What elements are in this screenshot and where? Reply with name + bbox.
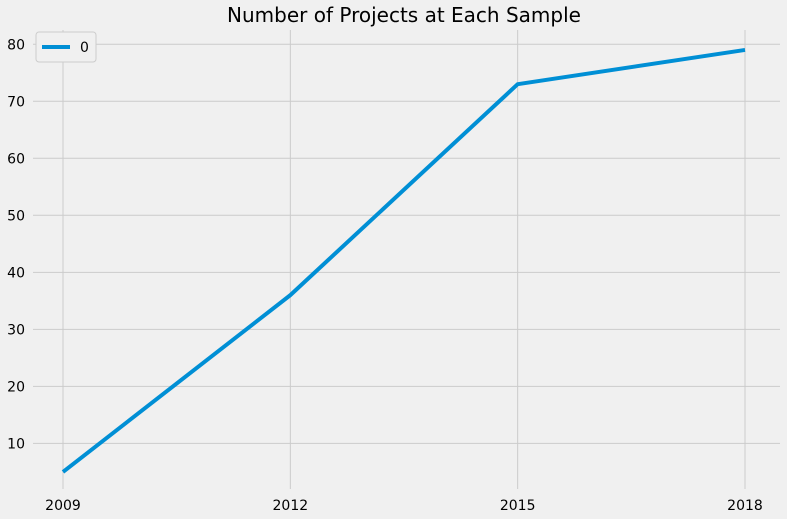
x-tick-label: 2018 [727,498,763,514]
y-gridlines [33,43,780,444]
x-gridlines [62,30,746,489]
y-tick-label: 80 [7,37,25,53]
y-tick-label: 20 [7,379,25,395]
y-tick-label: 10 [7,436,25,452]
series-group [61,47,746,474]
x-tick-labels: 2009 2012 2015 2018 [45,498,763,514]
y-tick-label: 40 [7,265,25,281]
legend: 0 [35,31,97,63]
y-tick-label: 60 [7,151,25,167]
y-tick-label: 70 [7,94,25,110]
y-tick-label: 30 [7,322,25,338]
series-line [61,47,746,474]
x-tick-label: 2015 [500,498,536,514]
x-tick-label: 2012 [273,498,309,514]
x-tick-label: 2009 [45,498,81,514]
y-tick-labels: 10 20 30 40 50 60 70 80 [7,37,25,452]
legend-label: 0 [80,40,89,56]
chart-title: Number of Projects at Each Sample [227,3,581,27]
y-tick-label: 50 [7,208,25,224]
